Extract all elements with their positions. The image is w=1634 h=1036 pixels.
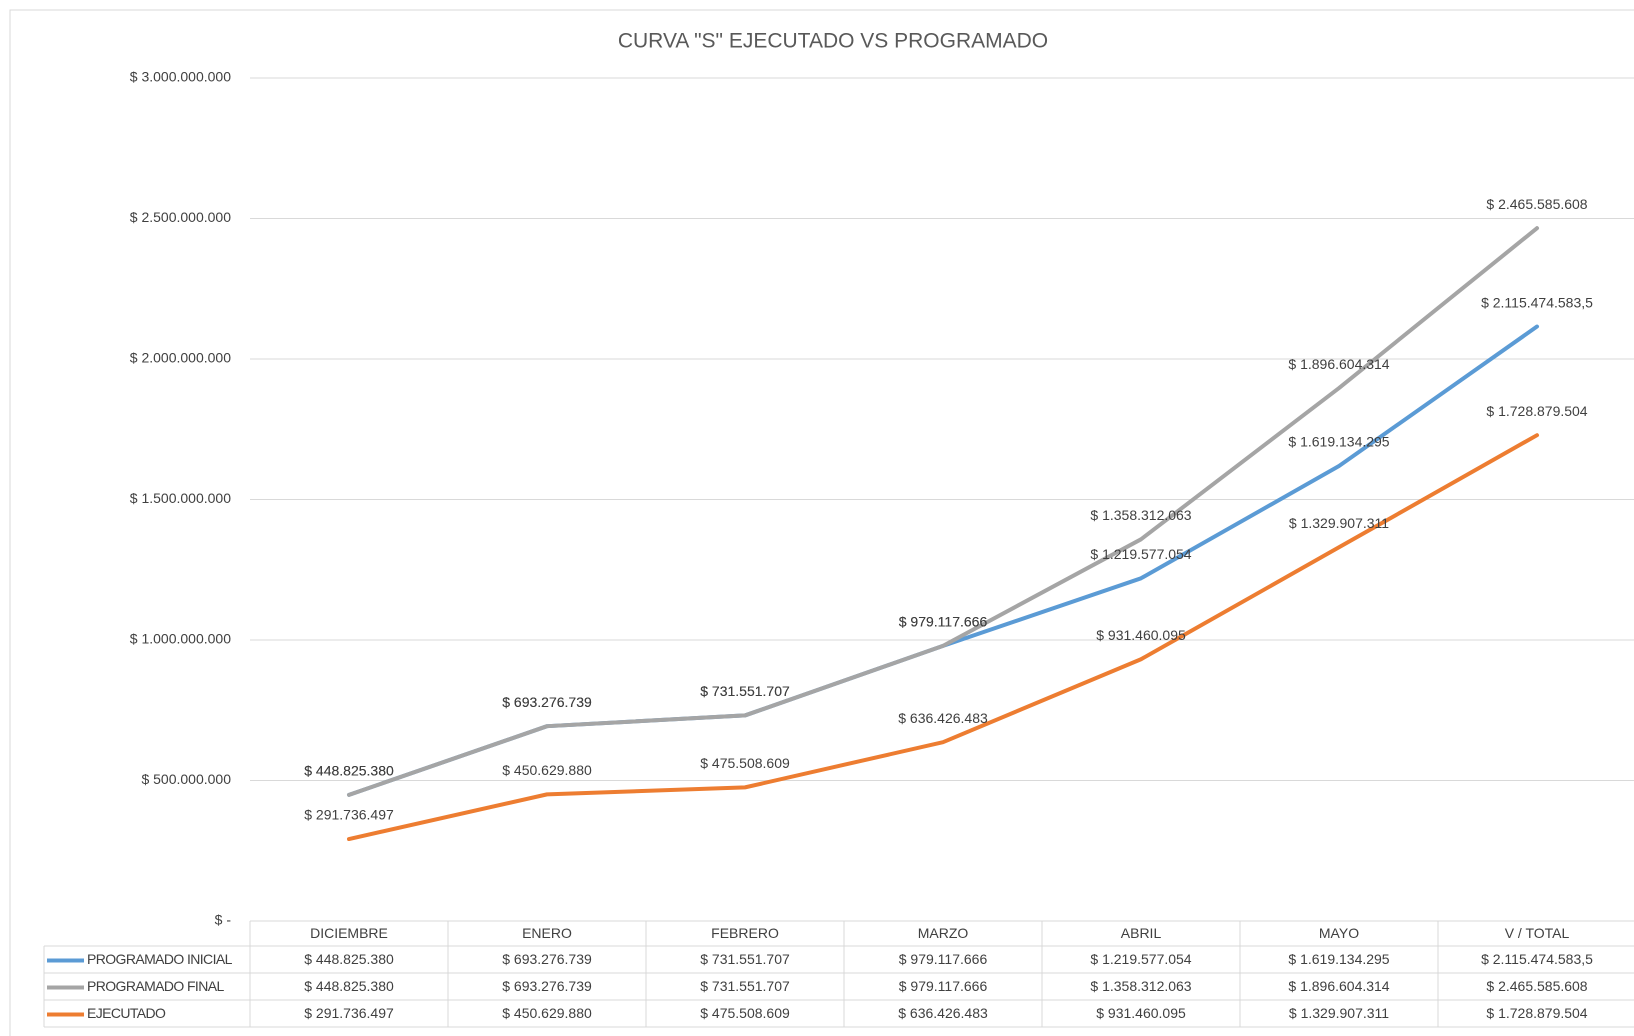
data-label: $ 1.619.134.295 bbox=[1288, 434, 1389, 450]
x-tick-label: V / TOTAL bbox=[1505, 925, 1570, 941]
data-label: $ 731.551.707 bbox=[700, 683, 790, 699]
data-label: $ 693.276.739 bbox=[502, 694, 592, 710]
data-label: $ 448.825.380 bbox=[304, 763, 394, 779]
chart-frame bbox=[9, 9, 1634, 1036]
data-label: $ 450.629.880 bbox=[502, 762, 592, 778]
table-cell: $ 2.465.585.608 bbox=[1486, 978, 1587, 994]
x-tick-label: ABRIL bbox=[1121, 925, 1162, 941]
table-cell: $ 448.825.380 bbox=[304, 951, 394, 967]
data-label: $ 291.736.497 bbox=[304, 807, 394, 823]
data-label: $ 448.825.380 bbox=[304, 763, 394, 779]
line-series bbox=[347, 433, 1539, 842]
table-cell: $ 1.619.134.295 bbox=[1288, 951, 1389, 967]
data-label: $ 931.460.095 bbox=[1096, 627, 1186, 643]
data-label: $ 979.117.666 bbox=[899, 614, 988, 630]
y-tick-label: $ 1.000.000.000 bbox=[130, 631, 231, 647]
chart-title: CURVA "S" EJECUTADO VS PROGRAMADO bbox=[618, 30, 1048, 53]
x-tick-label: MAYO bbox=[1319, 925, 1359, 941]
table-cell: $ 291.736.497 bbox=[304, 1005, 394, 1021]
data-label: $ 2.465.585.608 bbox=[1486, 196, 1587, 212]
legend-label: EJECUTADO bbox=[87, 1005, 166, 1021]
y-tick-label: $ 500.000.000 bbox=[141, 771, 231, 787]
x-tick-label: ENERO bbox=[522, 925, 572, 941]
y-tick-label: $ - bbox=[215, 912, 232, 928]
y-tick-label: $ 2.500.000.000 bbox=[130, 209, 231, 225]
data-label: $ 1.329.907.311 bbox=[1289, 515, 1389, 531]
data-label: $ 475.508.609 bbox=[700, 755, 790, 771]
table-cell: $ 693.276.739 bbox=[502, 951, 592, 967]
table-cell: $ 1.219.577.054 bbox=[1090, 951, 1191, 967]
table-cell: $ 731.551.707 bbox=[700, 978, 790, 994]
table-cell: $ 979.117.666 bbox=[899, 978, 988, 994]
y-tick-label: $ 1.500.000.000 bbox=[130, 490, 231, 506]
table-cell: $ 693.276.739 bbox=[502, 978, 592, 994]
table-cell: $ 1.728.879.504 bbox=[1486, 1005, 1587, 1021]
y-tick-label: $ 2.000.000.000 bbox=[130, 350, 231, 366]
x-tick-label: MARZO bbox=[918, 925, 969, 941]
y-tick-label: $ 3.000.000.000 bbox=[130, 69, 231, 85]
table-cell: $ 475.508.609 bbox=[700, 1005, 790, 1021]
data-label: $ 731.551.707 bbox=[700, 683, 790, 699]
data-label: $ 979.117.666 bbox=[899, 614, 988, 630]
table-cell: $ 1.358.312.063 bbox=[1090, 978, 1191, 994]
data-label: $ 1.728.879.504 bbox=[1486, 403, 1587, 419]
table-cell: $ 731.551.707 bbox=[700, 951, 790, 967]
table-cell: $ 979.117.666 bbox=[899, 951, 988, 967]
x-tick-label: DICIEMBRE bbox=[310, 925, 388, 941]
line-series bbox=[347, 226, 1539, 797]
legend-label: PROGRAMADO INICIAL bbox=[87, 951, 233, 967]
table-cell: $ 448.825.380 bbox=[304, 978, 394, 994]
table-cell: $ 636.426.483 bbox=[898, 1005, 988, 1021]
data-label: $ 1.896.604.314 bbox=[1288, 356, 1389, 372]
data-label: $ 1.358.312.063 bbox=[1090, 507, 1191, 523]
table-cell: $ 450.629.880 bbox=[502, 1005, 592, 1021]
data-label: $ 2.115.474.583,5 bbox=[1481, 294, 1593, 310]
x-tick-label: FEBRERO bbox=[711, 925, 779, 941]
data-label: $ 1.219.577.054 bbox=[1090, 546, 1191, 562]
table-cell: $ 1.896.604.314 bbox=[1288, 978, 1389, 994]
table-cell: $ 2.115.474.583,5 bbox=[1481, 951, 1593, 967]
legend-label: PROGRAMADO FINAL bbox=[87, 978, 224, 994]
data-label: $ 636.426.483 bbox=[898, 710, 988, 726]
table-cell: $ 1.329.907.311 bbox=[1289, 1005, 1389, 1021]
table-cell: $ 931.460.095 bbox=[1096, 1005, 1186, 1021]
data-label: $ 693.276.739 bbox=[502, 694, 592, 710]
